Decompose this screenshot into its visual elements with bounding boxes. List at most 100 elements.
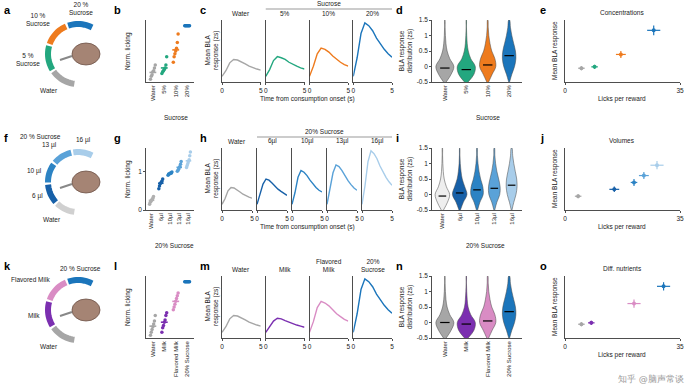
svg-text:5: 5 [390,215,394,222]
svg-text:5%: 5% [280,10,290,17]
svg-text:Water: Water [150,341,156,357]
svg-text:10µl: 10µl [301,137,314,145]
svg-text:Flavored Milk: Flavored Milk [173,340,179,377]
svg-text:20 % Sucrose: 20 % Sucrose [20,133,61,140]
svg-text:知乎 @脑声常谈: 知乎 @脑声常谈 [618,374,684,384]
svg-text:5: 5 [250,215,254,222]
svg-text:c: c [200,4,206,16]
svg-text:10%: 10% [173,85,179,98]
svg-text:n: n [396,260,403,272]
svg-text:Flavored Milk: Flavored Milk [11,276,50,283]
svg-text:Water: Water [442,341,448,357]
svg-text:6µl: 6µl [268,137,277,145]
svg-text:20% Sucrose: 20% Sucrose [155,242,194,249]
svg-text:20%: 20% [366,10,379,17]
svg-text:Water: Water [40,343,58,350]
svg-text:0: 0 [360,215,364,222]
svg-text:Flavored Milk: Flavored Milk [485,340,491,377]
svg-text:20% Sucrose: 20% Sucrose [466,242,505,249]
svg-text:0: 0 [563,215,567,222]
svg-text:35: 35 [676,215,684,222]
svg-text:10%: 10% [485,85,491,98]
svg-text:10µl: 10µl [167,213,173,224]
svg-text:5%: 5% [161,85,167,94]
svg-text:5: 5 [303,343,307,350]
svg-text:Water: Water [439,213,445,229]
svg-text:Milk: Milk [463,340,469,352]
svg-text:1.5: 1.5 [419,144,428,151]
svg-text:35: 35 [676,87,684,94]
svg-text:Milk: Milk [161,340,167,352]
svg-text:Time from consumption onset (s: Time from consumption onset (s) [260,95,355,103]
svg-text:5: 5 [355,215,359,222]
svg-text:b: b [114,4,121,16]
svg-text:16µl: 16µl [509,213,515,224]
svg-text:Milk: Milk [279,266,291,273]
svg-text:16µl: 16µl [185,213,191,224]
svg-text:1: 1 [424,32,428,39]
svg-text:6µl: 6µl [158,213,164,221]
svg-text:1.5: 1.5 [419,16,428,23]
svg-text:-0.5: -0.5 [417,334,429,341]
svg-text:Water: Water [232,10,250,17]
svg-text:Diff. nutrients: Diff. nutrients [603,265,642,272]
svg-text:0: 0 [563,87,567,94]
svg-text:5: 5 [390,343,394,350]
svg-text:13 µl: 13 µl [42,141,57,149]
svg-text:l: l [114,260,117,272]
svg-text:1: 1 [424,288,428,295]
svg-text:Sucrose: Sucrose [317,0,341,7]
svg-text:6 µl: 6 µl [32,192,43,200]
svg-text:Norm. licking: Norm. licking [124,32,132,70]
svg-text:BLA responsedistribution (zs): BLA responsedistribution (zs) [398,157,414,201]
svg-text:Water: Water [442,85,448,101]
svg-text:Mean BLAresponse (zs): Mean BLAresponse (zs) [204,31,220,70]
svg-text:13µl: 13µl [336,137,349,145]
svg-text:1.5: 1.5 [419,272,428,279]
svg-text:0: 0 [325,215,329,222]
svg-text:Water: Water [232,266,250,273]
svg-text:Water: Water [43,216,61,223]
svg-text:Time from consumption onset (s: Time from consumption onset (s) [260,223,355,231]
svg-text:Mean BLA response: Mean BLA response [551,21,559,80]
svg-text:20% Sucrose: 20% Sucrose [506,341,512,377]
svg-text:5: 5 [285,215,289,222]
svg-text:g: g [114,132,121,144]
svg-text:16µl: 16µl [371,137,384,145]
svg-text:0: 0 [563,343,567,350]
svg-text:20%: 20% [506,85,512,98]
svg-text:Volumes: Volumes [609,137,635,144]
svg-text:5: 5 [259,343,263,350]
svg-text:Sucrose: Sucrose [476,114,500,121]
svg-text:0: 0 [351,87,355,94]
svg-text:0: 0 [424,319,428,326]
svg-text:m: m [200,260,210,272]
svg-text:0: 0 [290,215,294,222]
svg-text:6µl: 6µl [457,213,463,221]
svg-text:d: d [396,4,403,16]
svg-text:1: 1 [424,160,428,167]
svg-text:0: 0 [308,87,312,94]
svg-text:i: i [396,132,399,144]
svg-text:0: 0 [138,206,142,213]
svg-text:0: 0 [351,343,355,350]
svg-text:20%: 20% [184,85,190,98]
svg-text:0: 0 [264,87,268,94]
svg-text:Milk: Milk [28,312,40,319]
svg-text:5: 5 [303,87,307,94]
svg-text:0: 0 [308,343,312,350]
svg-text:BLA responsedistribution (zs): BLA responsedistribution (zs) [398,285,414,329]
svg-text:a: a [4,4,11,16]
svg-text:Mean BLAresponse (zs): Mean BLAresponse (zs) [204,159,220,198]
svg-text:10 %Sucrose: 10 %Sucrose [26,12,50,27]
svg-text:20% Sucrose: 20% Sucrose [184,341,190,377]
svg-text:-0.5: -0.5 [417,206,429,213]
svg-text:0: 0 [264,343,268,350]
svg-text:5: 5 [390,87,394,94]
svg-text:35: 35 [676,343,684,350]
svg-text:0.5: 0.5 [419,47,428,54]
svg-text:20%Sucrose: 20%Sucrose [361,258,385,273]
svg-text:10%: 10% [322,10,335,17]
svg-text:0: 0 [220,215,224,222]
svg-text:k: k [4,260,11,272]
